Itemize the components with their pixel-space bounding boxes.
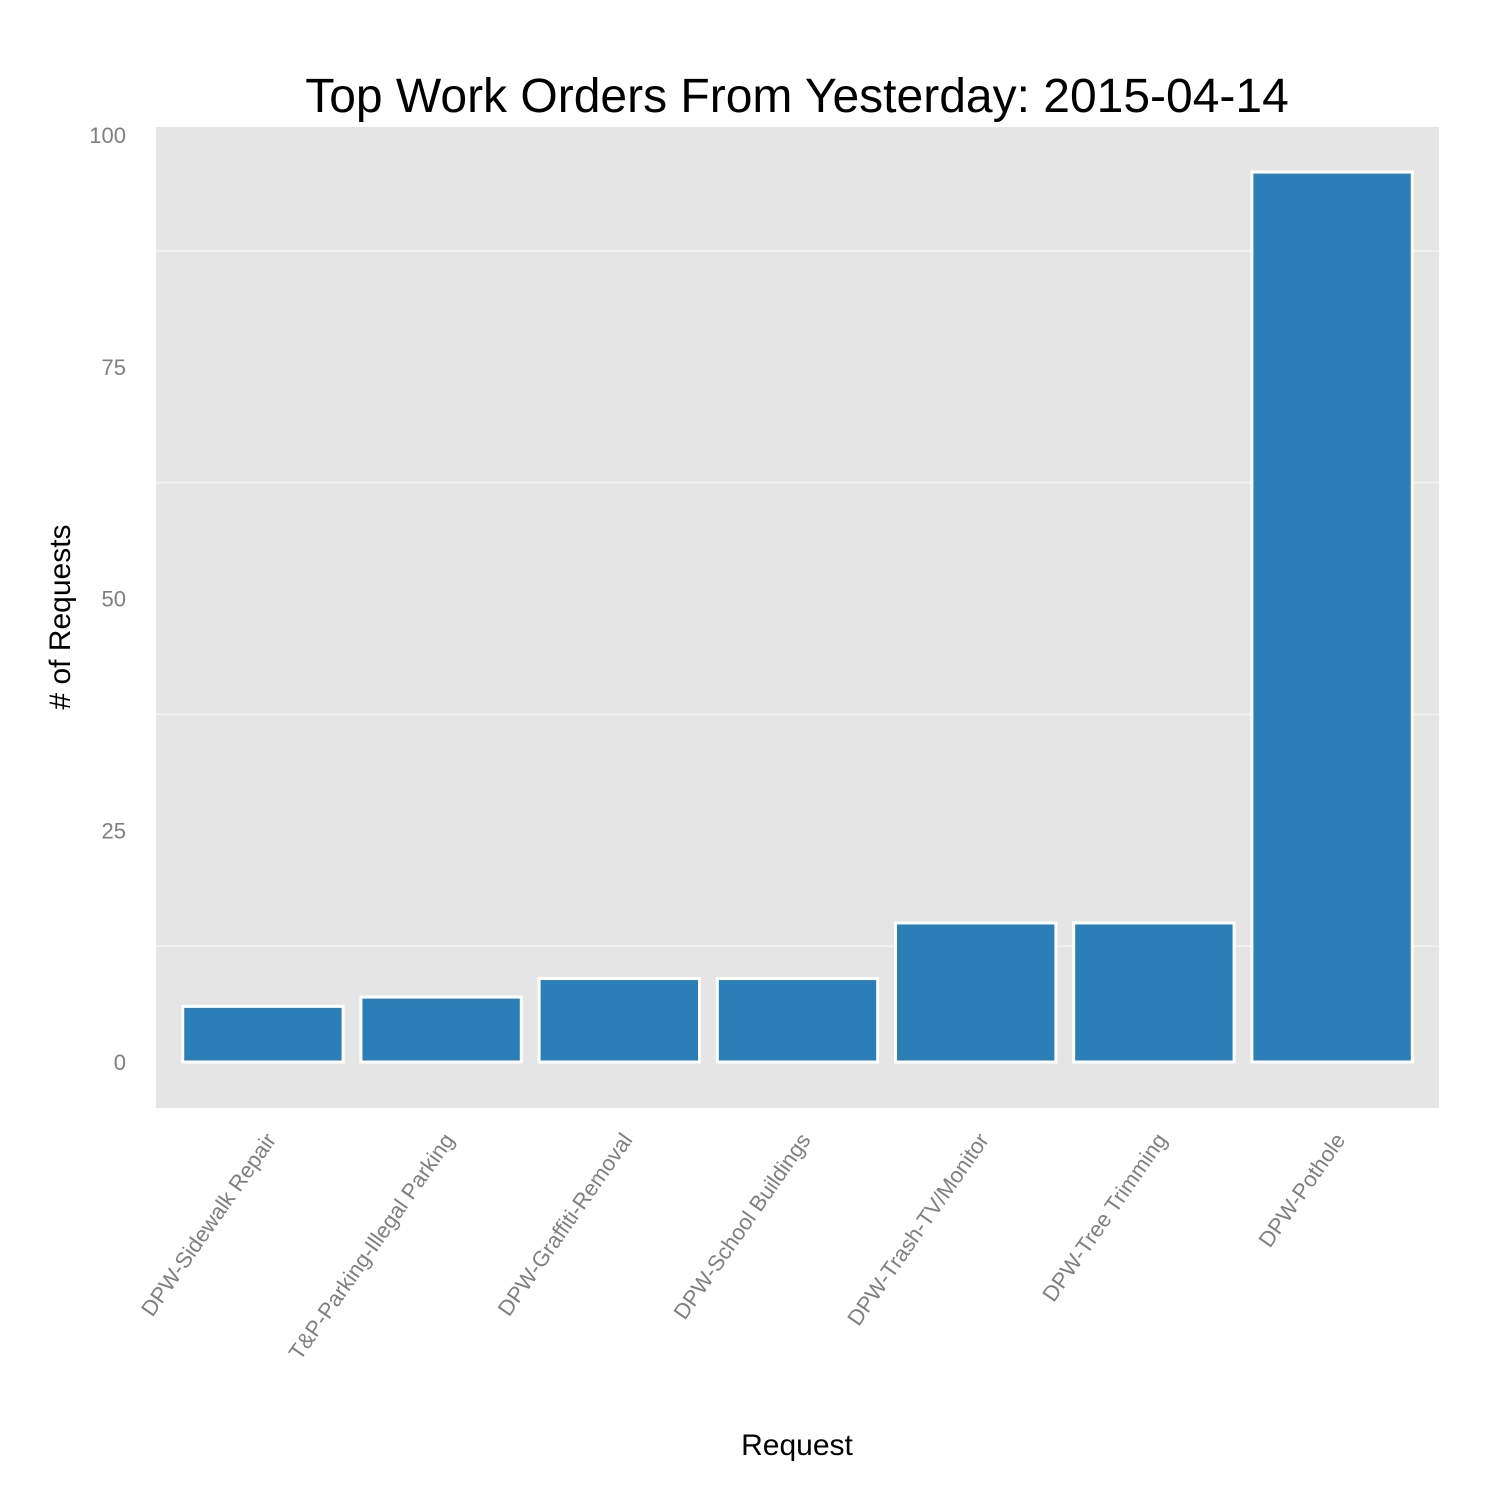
y-tick-label: 0 [114,1050,126,1075]
y-tick-label: 25 [102,818,126,843]
y-axis-title: # of Requests [44,524,77,709]
x-axis-title: Request [741,1429,853,1462]
x-axis-ticks: DPW-Sidewalk Repair T&P-Parking-Illegal P… [136,1129,1350,1365]
bar-1 [359,995,523,1064]
bar-2 [537,977,701,1064]
plot-panel [156,127,1439,1108]
bar-0 [181,1004,345,1064]
bars [181,170,1414,1064]
y-axis-ticks: 0 25 50 75 100 [89,123,126,1075]
x-tick-label: DPW-Tree Trimming [1037,1129,1172,1307]
bar-4 [894,921,1058,1064]
x-tick-label: DPW-Sidewalk Repair [136,1129,281,1321]
chart-title: Top Work Orders From Yesterday: 2015-04-… [305,70,1289,123]
x-tick-label: DPW-Pothole [1253,1129,1350,1252]
x-tick-label: T&P-Parking-Illegal Parking [284,1129,459,1365]
y-tick-label: 75 [102,355,126,380]
x-tick-label: DPW-Trash-TV/Monitor [842,1129,994,1331]
x-tick-label: DPW-Graffiti-Removal [493,1129,638,1321]
bar-5 [1072,921,1236,1064]
bar-6 [1250,170,1414,1064]
x-tick-label: DPW-School Buildings [668,1129,815,1324]
y-tick-label: 50 [102,587,126,612]
y-tick-label: 100 [89,123,126,148]
bar-3 [715,977,880,1064]
